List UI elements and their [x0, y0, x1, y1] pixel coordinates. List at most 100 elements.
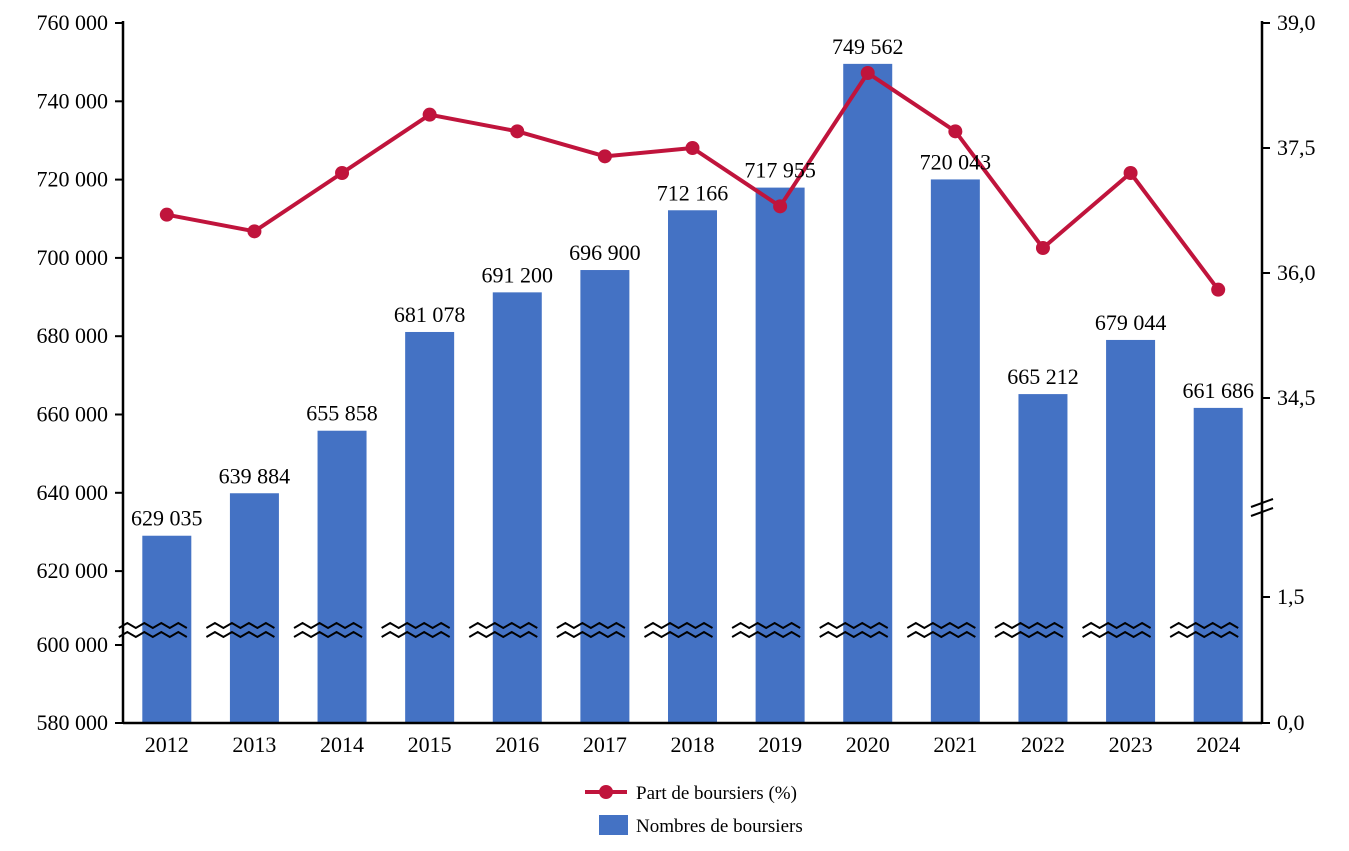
- axis-break-wave: [906, 630, 976, 639]
- left-tick-label: 580 000: [37, 710, 109, 735]
- axis-break-wave: [731, 630, 801, 639]
- bar-data-label: 691 200: [482, 262, 554, 287]
- right-tick-label: 37,5: [1277, 135, 1316, 160]
- bar-data-label: 679 044: [1095, 310, 1167, 335]
- right-tick-label: 36,0: [1277, 260, 1316, 285]
- axis-break-slash: [1250, 498, 1274, 508]
- bar-data-label: 720 043: [920, 149, 992, 174]
- x-tick-label: 2023: [1109, 732, 1153, 757]
- line-point: [335, 166, 350, 180]
- x-tick-label: 2021: [933, 732, 977, 757]
- left-tick-label: 700 000: [37, 245, 109, 270]
- line-point: [422, 107, 437, 122]
- x-tick-label: 2018: [671, 732, 715, 757]
- axis-break-wave: [643, 630, 714, 639]
- axis-break-slash: [1250, 507, 1274, 517]
- bar-data-label: 665 212: [1007, 364, 1079, 389]
- x-tick-label: 2015: [408, 732, 452, 757]
- axis-break-wave: [118, 630, 188, 639]
- x-tick-label: 2019: [758, 732, 802, 757]
- line-point: [597, 149, 612, 164]
- right-tick-label: 34,5: [1277, 385, 1316, 410]
- bar: [1018, 394, 1068, 723]
- x-tick-label: 2020: [846, 732, 890, 757]
- axis-break-wave: [205, 621, 275, 630]
- axis-break-wave: [381, 621, 451, 630]
- left-tick-label: 740 000: [37, 88, 109, 113]
- bar-data-label: 681 078: [394, 302, 466, 327]
- x-tick-label: 2024: [1196, 732, 1240, 757]
- bar-data-label: 661 686: [1182, 378, 1254, 403]
- bar: [1193, 407, 1243, 723]
- axis-break-wave: [994, 630, 1064, 639]
- right-tick-label: 39,0: [1277, 10, 1316, 35]
- line-point: [948, 124, 963, 139]
- left-tick-label: 760 000: [37, 10, 109, 35]
- axis-break-wave: [819, 630, 889, 639]
- left-tick-label: 640 000: [37, 480, 109, 505]
- axis-break-wave: [293, 621, 363, 630]
- bar: [930, 179, 980, 724]
- bar-data-label: 639 884: [219, 463, 291, 488]
- line-point: [159, 207, 174, 222]
- bar-data-label: 696 900: [569, 240, 641, 265]
- axis-break-wave: [118, 621, 188, 630]
- x-tick-label: 2012: [145, 732, 189, 757]
- axis-break-wave: [468, 621, 538, 630]
- bar: [405, 331, 455, 723]
- legend-label-line: Part de boursiers (%): [636, 783, 797, 804]
- x-tick-label: 2017: [583, 732, 627, 757]
- axis-break-wave: [556, 621, 626, 630]
- line-point: [773, 199, 788, 214]
- bar-data-label: 749 562: [832, 34, 904, 59]
- line-point: [1211, 282, 1226, 297]
- axis-break-wave: [906, 621, 976, 630]
- axis-break-wave: [1082, 621, 1152, 630]
- line-point: [860, 66, 875, 80]
- legend-label-bar: Nombres de boursiers: [636, 816, 803, 837]
- axis-break-wave: [468, 630, 538, 639]
- bar-data-label: 629 035: [131, 506, 203, 531]
- x-tick-label: 2014: [320, 732, 364, 757]
- axis-break-wave: [205, 630, 275, 639]
- axis-break-wave: [381, 630, 451, 639]
- bar: [668, 210, 717, 723]
- left-tick-label: 720 000: [37, 167, 109, 192]
- axis-break-wave: [1082, 630, 1152, 639]
- bar-data-label: 712 166: [657, 180, 729, 205]
- left-tick-label: 600 000: [37, 632, 109, 657]
- left-tick-label: 680 000: [37, 323, 109, 348]
- bar-data-label: 717 955: [744, 158, 816, 183]
- x-tick-label: 2022: [1021, 732, 1065, 757]
- bar: [843, 63, 893, 724]
- x-tick-label: 2013: [232, 732, 276, 757]
- right-tick-label: 0,0: [1277, 710, 1305, 735]
- line-point: [510, 124, 525, 139]
- line-point: [247, 224, 262, 239]
- bar: [580, 270, 630, 723]
- bar-data-label: 655 858: [306, 401, 378, 426]
- axis-break-wave: [819, 621, 889, 630]
- line-point: [1035, 241, 1050, 255]
- bar: [492, 292, 542, 723]
- left-tick-label: 620 000: [37, 558, 109, 583]
- bar: [142, 535, 192, 723]
- bar: [229, 493, 279, 723]
- left-tick-label: 660 000: [37, 402, 109, 427]
- axis-break-wave: [994, 621, 1064, 630]
- bar: [755, 187, 805, 723]
- axis-break-wave: [643, 621, 714, 630]
- legend-line-marker: [599, 785, 613, 799]
- axis-break-wave: [1169, 621, 1239, 630]
- axis-break-wave: [731, 621, 801, 630]
- right-tick-label: 1,5: [1277, 584, 1305, 609]
- line-point: [685, 141, 700, 155]
- x-tick-label: 2016: [495, 732, 539, 757]
- bar: [1106, 339, 1156, 723]
- legend-bar-swatch: [599, 815, 628, 835]
- axis-break-wave: [1169, 630, 1239, 639]
- axis-break-wave: [293, 630, 363, 639]
- axis-break-wave: [556, 630, 626, 639]
- bar: [317, 430, 367, 723]
